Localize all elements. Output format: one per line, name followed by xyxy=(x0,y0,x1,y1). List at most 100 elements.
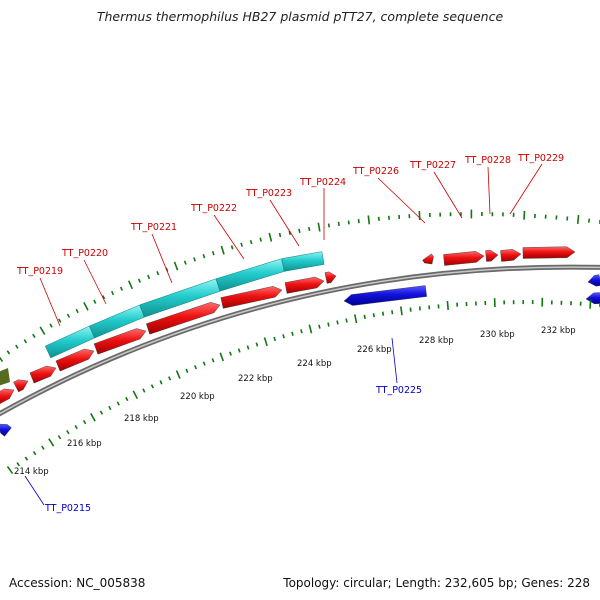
gene-label: TT_P0225 xyxy=(375,385,422,396)
cds-segment xyxy=(215,258,286,292)
scale-labels: 214 kbp 216 kbp 218 kbp 220 kbp 222 kbp 224 k… xyxy=(14,326,576,477)
tick-mark xyxy=(523,210,526,220)
tick-mark xyxy=(219,352,225,362)
gene-label: TT_P0228 xyxy=(464,155,511,166)
leader-line xyxy=(213,214,245,260)
tick-mark xyxy=(116,401,120,406)
gene-label: TT_P0227 xyxy=(409,160,456,171)
tick-mark xyxy=(588,218,591,223)
tick-mark xyxy=(268,232,273,242)
forward-gene xyxy=(13,379,29,393)
scale-label: 218 kbp xyxy=(124,414,159,424)
tick-mark xyxy=(108,405,112,411)
forward-gene xyxy=(220,286,283,309)
gene-label: TT_P0221 xyxy=(130,222,177,233)
tick-mark xyxy=(202,254,206,259)
tick-mark xyxy=(175,370,181,379)
tick-mark xyxy=(156,270,160,276)
tick-mark xyxy=(345,318,348,323)
tick-mark xyxy=(317,222,321,232)
tick-mark xyxy=(418,211,421,220)
tick-mark xyxy=(400,306,403,316)
leader-line xyxy=(391,337,398,384)
gene-label: TT_P0222 xyxy=(190,203,237,214)
tick-mark xyxy=(137,278,142,283)
tick-mark xyxy=(308,226,311,232)
tick-mark xyxy=(183,260,187,265)
tick-mark xyxy=(446,301,449,310)
reverse-gene xyxy=(343,285,427,306)
tick-mark xyxy=(327,322,330,327)
forward-gene xyxy=(284,276,325,294)
tick-mark xyxy=(102,295,106,300)
tick-mark xyxy=(39,326,46,335)
tick-mark xyxy=(83,302,89,311)
scale-label: 224 kbp xyxy=(297,359,332,369)
tick-mark xyxy=(229,351,232,356)
tick-mark xyxy=(99,410,104,415)
tick-mark xyxy=(57,435,62,440)
gene-label: TT_P0223 xyxy=(245,188,292,199)
scale-label: 214 kbp xyxy=(14,467,49,477)
scale-label: 230 kbp xyxy=(480,330,515,340)
accession-label: Accession: NC_005838 xyxy=(9,576,146,590)
tick-mark xyxy=(24,456,29,461)
tick-mark xyxy=(409,307,412,312)
tick-mark xyxy=(318,324,321,329)
tick-mark xyxy=(249,239,253,245)
tick-mark xyxy=(263,337,268,347)
gene-label: TT_P0219 xyxy=(16,266,63,277)
leader-line xyxy=(269,199,300,247)
tick-mark xyxy=(336,320,339,325)
tick-mark xyxy=(278,232,282,238)
forward-gene xyxy=(443,251,485,266)
leader-line xyxy=(509,163,543,215)
scale-label: 228 kbp xyxy=(419,336,454,346)
tick-mark xyxy=(354,314,358,324)
tick-mark xyxy=(193,257,196,262)
tick-mark xyxy=(173,261,179,271)
tick-mark xyxy=(381,311,385,316)
tick-mark xyxy=(49,323,53,328)
tick-mark xyxy=(576,215,580,224)
gene-label: TT_P0226 xyxy=(352,166,399,177)
forward-gene xyxy=(522,246,576,259)
tick-mark xyxy=(298,228,301,233)
cds-band xyxy=(44,251,325,359)
forward-gene xyxy=(422,253,434,265)
tick-mark xyxy=(185,368,189,374)
scale-label: 222 kbp xyxy=(238,374,273,384)
reverse-gene xyxy=(585,292,600,305)
tick-mark xyxy=(147,274,151,280)
forward-gene xyxy=(0,388,15,404)
leader-line xyxy=(151,233,173,284)
forward-gene xyxy=(146,302,221,335)
tick-mark xyxy=(377,216,380,221)
tick-mark xyxy=(32,333,36,339)
tick-mark xyxy=(132,390,139,400)
tick-mark xyxy=(16,462,20,467)
reverse-gene xyxy=(587,274,600,287)
tick-mark xyxy=(372,313,375,318)
tick-mark xyxy=(15,344,19,349)
tick-mark xyxy=(110,290,115,296)
leader-line xyxy=(433,171,463,219)
tick-mark xyxy=(159,380,163,385)
tick-mark xyxy=(357,219,360,224)
forward-gene xyxy=(93,328,147,355)
tick-mark xyxy=(259,237,262,242)
tick-mark xyxy=(202,361,206,366)
tick-mark xyxy=(273,336,276,342)
tick-mark xyxy=(230,245,234,250)
gene-label: TT_P0224 xyxy=(299,177,346,188)
other-feature xyxy=(0,368,10,386)
tick-mark xyxy=(363,314,366,320)
tick-mark xyxy=(58,318,62,323)
tick-mark xyxy=(391,310,394,315)
tick-mark xyxy=(75,308,79,314)
leader-line xyxy=(83,259,107,305)
forward-gene xyxy=(55,348,95,372)
tick-mark xyxy=(66,313,71,318)
tick-mark xyxy=(74,424,78,430)
